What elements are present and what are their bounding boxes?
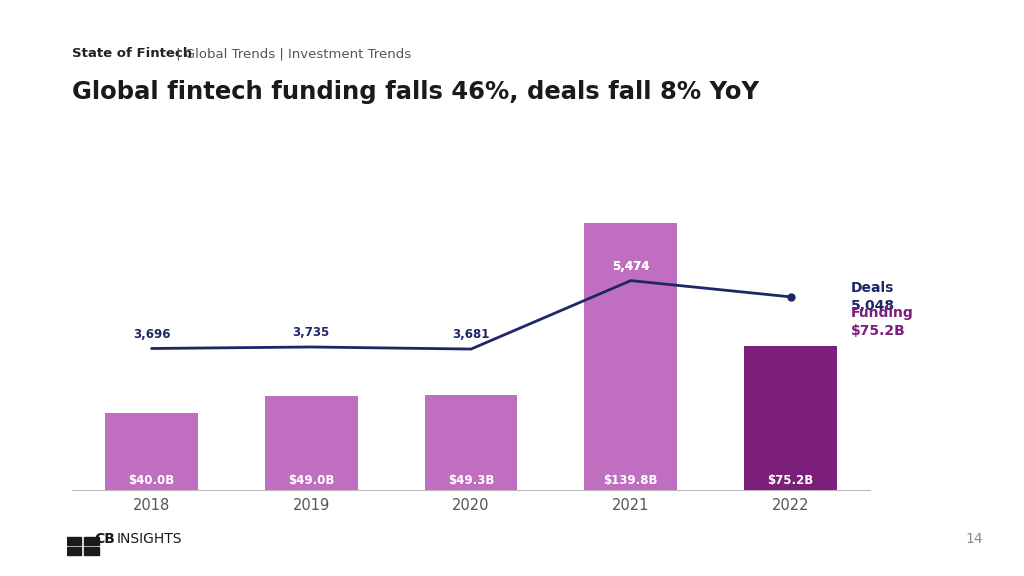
Text: 3,681: 3,681 — [453, 328, 489, 342]
Bar — [84, 547, 98, 555]
Text: 14: 14 — [966, 532, 983, 546]
Text: Deals
5,048: Deals 5,048 — [851, 281, 895, 313]
Bar — [105, 413, 198, 490]
Text: CB: CB — [94, 532, 115, 546]
Bar — [744, 346, 837, 490]
Text: | Global Trends | Investment Trends: | Global Trends | Investment Trends — [172, 47, 412, 60]
Text: 5,474: 5,474 — [612, 260, 649, 273]
Bar — [265, 396, 357, 490]
Bar — [585, 223, 677, 490]
Text: $139.8B: $139.8B — [603, 473, 658, 487]
Bar — [67, 537, 81, 545]
Text: $49.3B: $49.3B — [447, 473, 495, 487]
Text: $49.0B: $49.0B — [288, 473, 335, 487]
Text: INSIGHTS: INSIGHTS — [117, 532, 182, 546]
Text: $40.0B: $40.0B — [128, 473, 175, 487]
Text: 3,696: 3,696 — [133, 328, 170, 341]
Text: State of Fintech: State of Fintech — [72, 47, 191, 60]
Text: $75.2B: $75.2B — [767, 473, 814, 487]
Text: 5,474: 5,474 — [612, 260, 649, 273]
Bar — [67, 547, 81, 555]
Bar — [84, 537, 98, 545]
Text: 3,735: 3,735 — [293, 327, 330, 339]
Text: Funding
$75.2B: Funding $75.2B — [851, 306, 914, 339]
Bar — [425, 396, 517, 490]
Text: Global fintech funding falls 46%, deals fall 8% YoY: Global fintech funding falls 46%, deals … — [72, 79, 759, 104]
